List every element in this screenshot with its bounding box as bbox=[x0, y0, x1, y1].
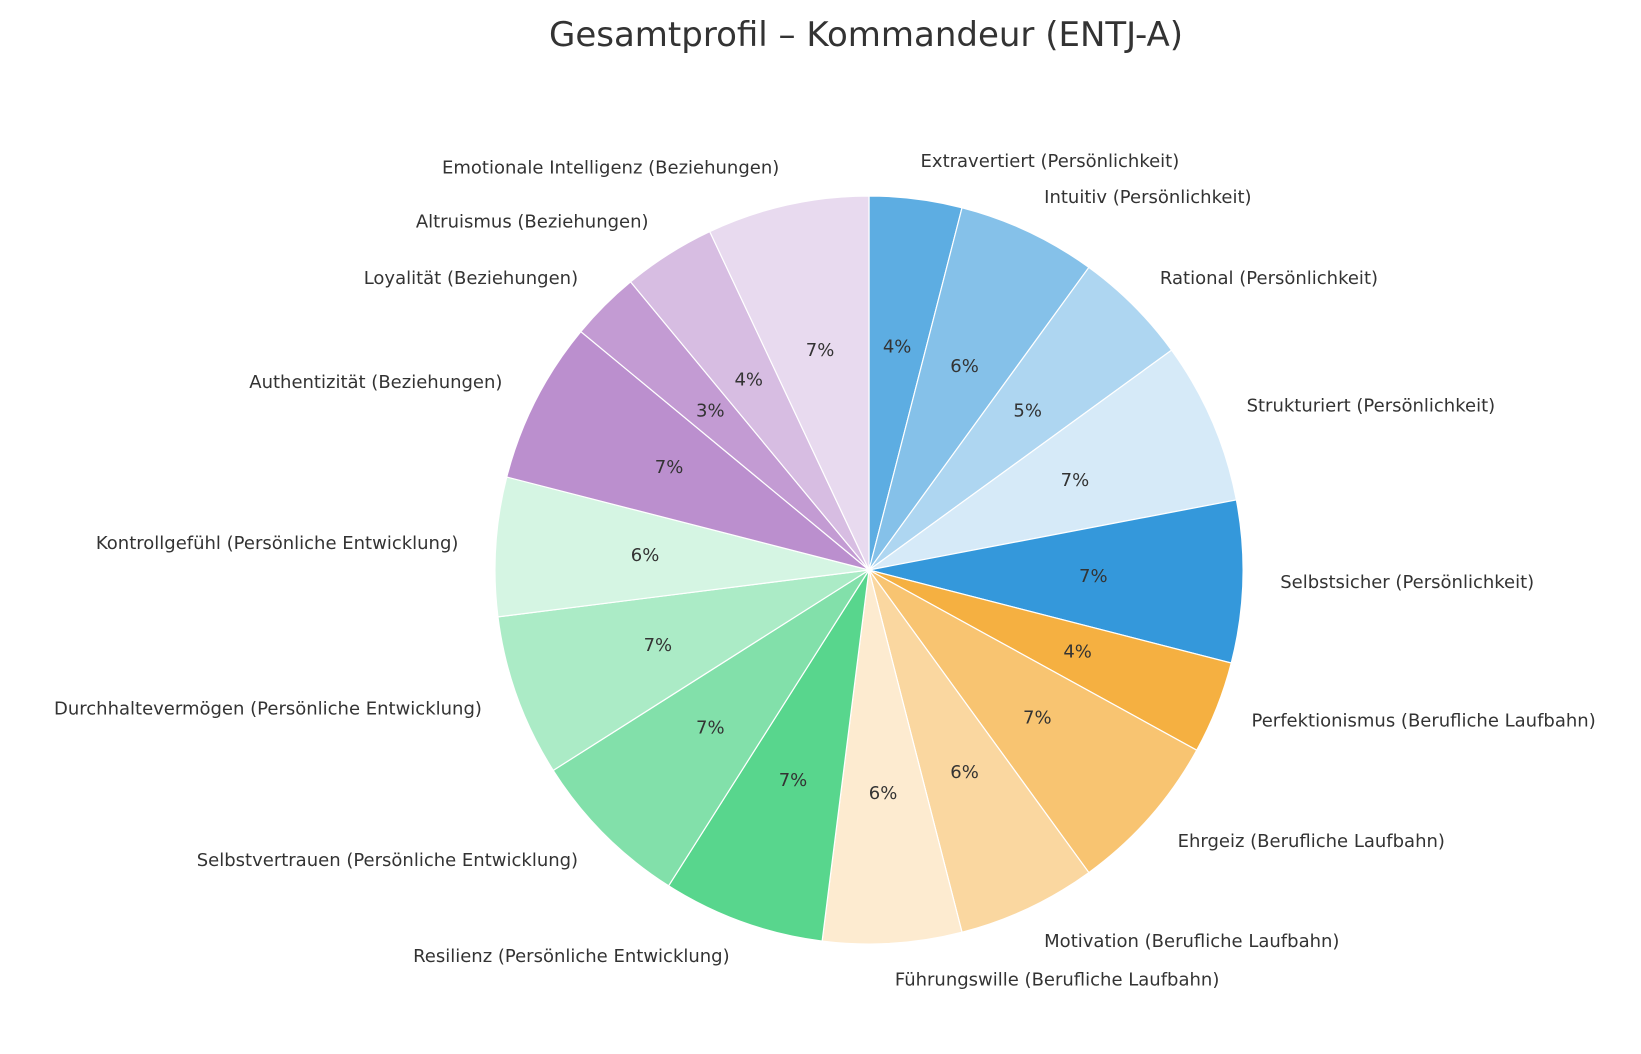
slice-percent-label: 7% bbox=[696, 718, 725, 739]
slice-percent-label: 4% bbox=[1063, 642, 1092, 663]
slice-percent-label: 4% bbox=[883, 336, 912, 357]
slice-category-label: Intuitiv (Persönlichkeit) bbox=[1044, 187, 1251, 208]
pie-slice bbox=[497, 569, 870, 772]
slice-category-label: Authentizität (Beziehungen) bbox=[249, 372, 502, 393]
pie-slice bbox=[494, 476, 870, 618]
slice-category-label: Altruismus (Beziehungen) bbox=[416, 212, 649, 233]
chart-title: Gesamtprofil – Kommandeur (ENTJ-A) bbox=[549, 15, 1183, 55]
slice-percent-label: 3% bbox=[696, 400, 725, 421]
slice-category-label: Resilienz (Persönliche Entwicklung) bbox=[413, 946, 730, 967]
slice-percent-label: 6% bbox=[631, 545, 660, 566]
slice-category-label: Durchhaltevermögen (Persönliche Entwickl… bbox=[54, 698, 482, 719]
slice-category-label: Loyalität (Beziehungen) bbox=[364, 268, 578, 289]
slice-percent-label: 6% bbox=[869, 783, 898, 804]
pie-slice bbox=[821, 569, 963, 945]
slice-percent-label: 7% bbox=[1023, 707, 1052, 728]
slice-category-label: Kontrollgefühl (Persönliche Entwicklung) bbox=[96, 533, 459, 554]
slice-percent-label: 7% bbox=[644, 635, 673, 656]
pie-slice bbox=[868, 499, 1244, 664]
pie-slice bbox=[708, 195, 870, 571]
slice-category-label: Motivation (Berufliche Laufbahn) bbox=[1044, 931, 1339, 952]
slice-category-label: Rational (Persönlichkeit) bbox=[1160, 268, 1378, 289]
pie-slices bbox=[494, 195, 1244, 945]
slice-percent-label: 7% bbox=[655, 457, 684, 478]
slice-category-label: Extravertiert (Persönlichkeit) bbox=[921, 151, 1180, 172]
slice-percent-label: 7% bbox=[806, 340, 835, 361]
slice-percent-label: 7% bbox=[779, 770, 808, 791]
pie-slice bbox=[868, 569, 1198, 874]
pie-slice bbox=[868, 569, 1090, 933]
slice-percent-label: 6% bbox=[950, 356, 979, 377]
slice-category-label: Ehrgeiz (Berufliche Laufbahn) bbox=[1178, 831, 1445, 852]
pie-percent-labels: 4% 6% 5% 7% 7% 4% 7% 6% 6% 7% 7% 7% 6% 7% 3% 4% 7% bbox=[631, 336, 1108, 804]
slice-percent-label: 5% bbox=[1013, 400, 1042, 421]
slice-percent-label: 7% bbox=[1079, 566, 1108, 587]
pie-slice bbox=[506, 330, 870, 571]
slice-category-label: Strukturiert (Persönlichkeit) bbox=[1247, 396, 1496, 417]
slice-category-label: Perfektionismus (Berufliche Laufbahn) bbox=[1252, 710, 1596, 731]
slice-percent-label: 4% bbox=[734, 370, 763, 391]
slice-category-label: Emotionale Intelligenz (Beziehungen) bbox=[442, 158, 779, 179]
pie-slice bbox=[868, 349, 1238, 571]
slice-category-label: Selbstsicher (Persönlichkeit) bbox=[1280, 572, 1534, 593]
pie-slice bbox=[667, 569, 870, 942]
pie-slice bbox=[868, 207, 1090, 571]
slice-percent-label: 7% bbox=[1061, 470, 1090, 491]
pie-slice bbox=[552, 569, 870, 887]
slice-category-label: Führungswille (Berufliche Laufbahn) bbox=[895, 970, 1220, 991]
pie-category-labels: Extravertiert (Persönlichkeit) Intuitiv (… bbox=[54, 151, 1596, 991]
slice-category-label: Selbstvertrauen (Persönliche Entwicklung… bbox=[197, 850, 578, 871]
slice-percent-label: 6% bbox=[950, 762, 979, 783]
